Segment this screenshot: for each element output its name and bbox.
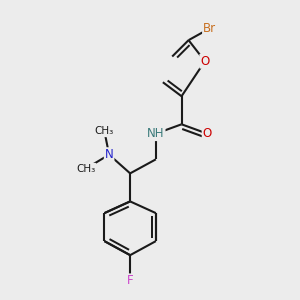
Text: NH: NH: [147, 127, 165, 140]
Text: N: N: [105, 148, 113, 161]
Text: O: O: [202, 127, 212, 140]
Text: F: F: [127, 274, 134, 287]
Text: CH₃: CH₃: [95, 126, 114, 136]
Text: CH₃: CH₃: [76, 164, 95, 174]
Text: O: O: [200, 55, 209, 68]
Text: Br: Br: [203, 22, 216, 35]
